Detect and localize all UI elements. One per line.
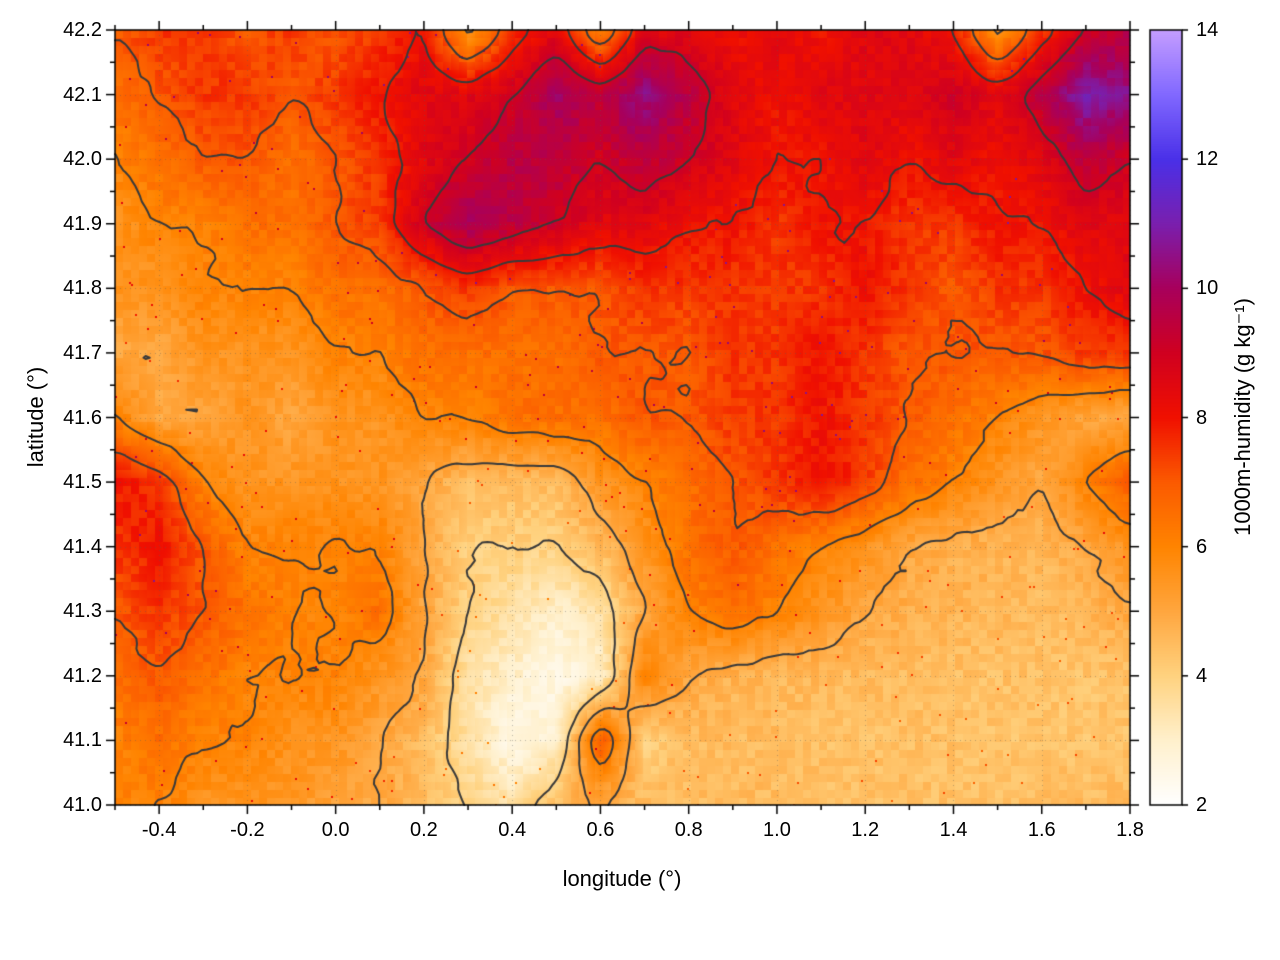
x-axis-title: longitude (°) bbox=[562, 866, 682, 891]
x-tick-label: 1.8 bbox=[1116, 819, 1144, 841]
colorbar-tick-label: 14 bbox=[1196, 19, 1219, 41]
colorbar-tick-label: 10 bbox=[1196, 277, 1219, 300]
y-tick-label: 42.1 bbox=[63, 83, 102, 106]
x-tick-label: 0.4 bbox=[498, 819, 527, 841]
y-tick-label: 41.0 bbox=[63, 794, 102, 816]
colorbar-tick-label: 4 bbox=[1196, 664, 1208, 687]
y-tick-label: 42.0 bbox=[63, 148, 102, 171]
y-tick-label: 41.3 bbox=[63, 600, 102, 623]
x-tick-label: 1.4 bbox=[939, 819, 968, 841]
x-tick-label: 0.6 bbox=[586, 819, 615, 841]
colorbar-tick-label: 2 bbox=[1196, 794, 1208, 816]
x-tick-label: 0.0 bbox=[321, 819, 350, 841]
colorbar-title: 1000m-humidity (g kg⁻¹) bbox=[1230, 298, 1255, 536]
colorbar-tick-label: 12 bbox=[1196, 148, 1219, 171]
y-tick-label: 41.7 bbox=[63, 341, 102, 364]
y-tick-label: 41.2 bbox=[63, 664, 102, 687]
x-tick-label: 0.8 bbox=[674, 819, 703, 841]
y-tick-label: 41.9 bbox=[63, 212, 102, 235]
x-tick-label: -0.2 bbox=[230, 819, 265, 841]
y-tick-label: 42.2 bbox=[63, 19, 102, 41]
y-tick-label: 41.6 bbox=[63, 406, 102, 429]
y-tick-label: 41.5 bbox=[63, 471, 102, 494]
x-tick-label: 1.2 bbox=[851, 819, 880, 841]
x-tick-label: -0.4 bbox=[141, 819, 177, 841]
colorbar-tick-label: 6 bbox=[1196, 535, 1208, 558]
x-tick-label: 1.0 bbox=[763, 819, 791, 841]
colorbar-tick-label: 8 bbox=[1196, 406, 1208, 429]
y-tick-label: 41.1 bbox=[63, 729, 102, 752]
x-tick-label: 1.6 bbox=[1027, 819, 1056, 841]
y-tick-label: 41.8 bbox=[63, 277, 102, 300]
x-tick-label: 0.2 bbox=[410, 819, 438, 841]
y-tick-label: 41.4 bbox=[63, 535, 102, 558]
